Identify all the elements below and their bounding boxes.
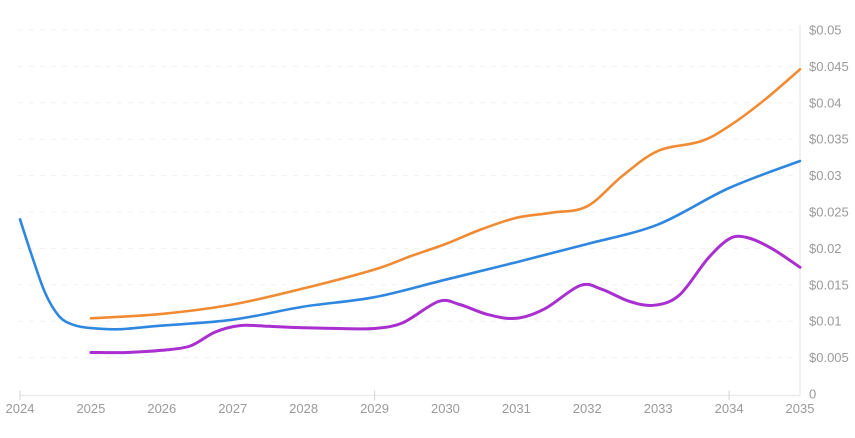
x-tick-label: 2031 (502, 401, 531, 416)
y-tick-label: $0.05 (809, 23, 842, 38)
x-tick-label: 2024 (6, 401, 35, 416)
y-tick-label: $0.015 (809, 277, 849, 292)
y-tick-label: $0.025 (809, 205, 849, 220)
x-tick-label: 2030 (431, 401, 460, 416)
y-tick-label: $0.04 (809, 95, 842, 110)
gridlines (18, 29, 798, 359)
axes (19, 25, 801, 400)
orange-line[interactable] (89, 68, 802, 320)
x-tick-label: 2033 (644, 401, 673, 416)
x-tick-label: 2032 (573, 401, 602, 416)
x-tick-label: 2035 (786, 401, 815, 416)
x-tick-label: 2025 (76, 401, 105, 416)
purple-line[interactable] (89, 234, 802, 355)
x-tick-label: 2029 (360, 401, 389, 416)
blue-line[interactable] (18, 159, 802, 331)
x-axis-labels: 2024 2025 2026 2027 2028 2029 2030 2031 2032 2033… (6, 401, 815, 416)
y-axis-labels: 0 $0.005 $0.01 $0.015 $0.02 $0.025 $0.03 $0.035… (809, 23, 849, 402)
x-tick-label: 2026 (147, 401, 176, 416)
y-tick-label: $0.03 (809, 168, 842, 183)
series-lines (18, 68, 802, 355)
y-tick-label: $0.01 (809, 314, 842, 329)
x-tick-label: 2028 (289, 401, 318, 416)
y-tick-label: $0.005 (809, 350, 849, 365)
y-tick-label: $0.035 (809, 132, 849, 147)
y-tick-label: 0 (809, 387, 816, 402)
y-tick-label: $0.045 (809, 59, 849, 74)
x-tick-label: 2027 (218, 401, 247, 416)
x-tick-label: 2034 (715, 401, 744, 416)
y-tick-label: $0.02 (809, 241, 842, 256)
